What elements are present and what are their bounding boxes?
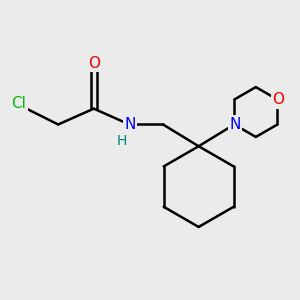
- Text: N: N: [230, 117, 241, 132]
- Text: O: O: [88, 56, 100, 70]
- Text: Cl: Cl: [11, 96, 26, 111]
- Text: O: O: [272, 92, 284, 107]
- Text: H: H: [116, 134, 127, 148]
- Text: N: N: [124, 117, 136, 132]
